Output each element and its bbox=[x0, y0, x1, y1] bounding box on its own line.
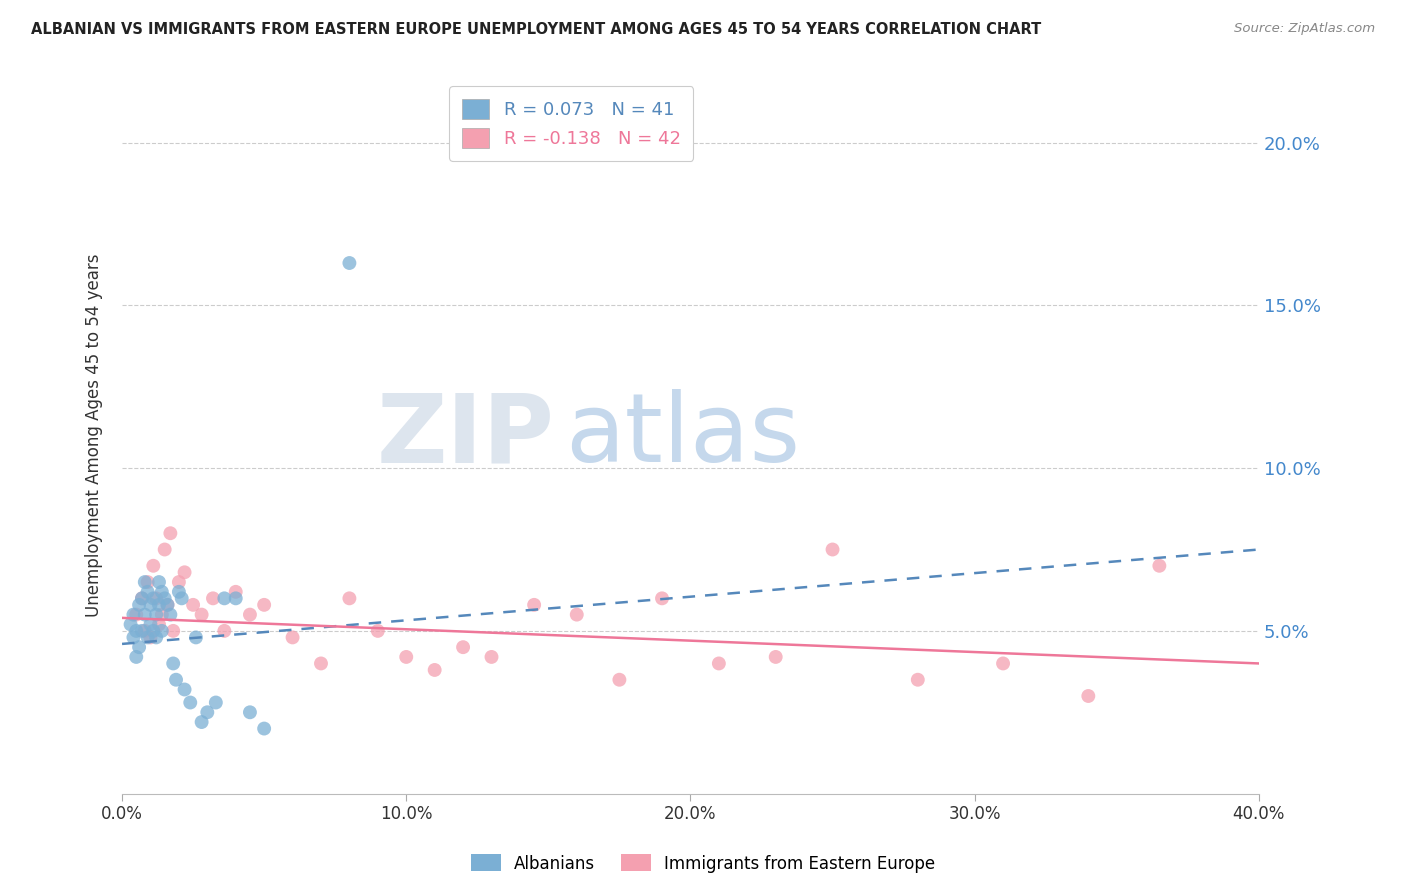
Point bbox=[139, 631, 162, 645]
Point bbox=[139, 598, 162, 612]
Point bbox=[153, 542, 176, 557]
Point bbox=[122, 607, 145, 622]
Point bbox=[120, 617, 142, 632]
Point bbox=[195, 706, 218, 720]
Point bbox=[339, 256, 361, 270]
Point bbox=[179, 696, 201, 710]
Point bbox=[131, 591, 153, 606]
Point bbox=[253, 598, 276, 612]
Text: ZIP: ZIP bbox=[377, 389, 554, 482]
Point bbox=[131, 624, 153, 638]
Legend: R = 0.073   N = 41, R = -0.138   N = 42: R = 0.073 N = 41, R = -0.138 N = 42 bbox=[450, 87, 693, 161]
Point bbox=[125, 607, 148, 622]
Point bbox=[159, 607, 181, 622]
Point bbox=[162, 657, 184, 671]
Point bbox=[395, 649, 418, 664]
Point bbox=[651, 591, 673, 606]
Point bbox=[239, 607, 262, 622]
Point bbox=[201, 591, 224, 606]
Point bbox=[156, 598, 179, 612]
Point bbox=[765, 649, 787, 664]
Point bbox=[173, 682, 195, 697]
Point bbox=[423, 663, 446, 677]
Point bbox=[907, 673, 929, 687]
Point bbox=[136, 584, 159, 599]
Point bbox=[481, 649, 503, 664]
Point bbox=[145, 591, 167, 606]
Point bbox=[153, 591, 176, 606]
Point bbox=[125, 624, 148, 638]
Point bbox=[167, 575, 190, 590]
Point bbox=[190, 714, 212, 729]
Point bbox=[225, 591, 247, 606]
Point bbox=[165, 673, 187, 687]
Point bbox=[131, 591, 153, 606]
Point bbox=[134, 575, 156, 590]
Point bbox=[239, 706, 262, 720]
Point bbox=[281, 631, 304, 645]
Point bbox=[142, 558, 165, 573]
Point bbox=[145, 631, 167, 645]
Point bbox=[162, 624, 184, 638]
Point bbox=[190, 607, 212, 622]
Point bbox=[181, 598, 204, 612]
Point bbox=[139, 617, 162, 632]
Point bbox=[609, 673, 631, 687]
Point bbox=[339, 591, 361, 606]
Point bbox=[184, 631, 207, 645]
Point bbox=[214, 624, 236, 638]
Point bbox=[167, 584, 190, 599]
Point bbox=[253, 722, 276, 736]
Point bbox=[225, 584, 247, 599]
Text: Source: ZipAtlas.com: Source: ZipAtlas.com bbox=[1234, 22, 1375, 36]
Legend: Albanians, Immigrants from Eastern Europe: Albanians, Immigrants from Eastern Europ… bbox=[464, 847, 942, 880]
Text: ALBANIAN VS IMMIGRANTS FROM EASTERN EUROPE UNEMPLOYMENT AMONG AGES 45 TO 54 YEAR: ALBANIAN VS IMMIGRANTS FROM EASTERN EURO… bbox=[31, 22, 1042, 37]
Point bbox=[150, 584, 173, 599]
Point bbox=[523, 598, 546, 612]
Point bbox=[150, 624, 173, 638]
Point bbox=[136, 631, 159, 645]
Point bbox=[134, 624, 156, 638]
Point bbox=[128, 598, 150, 612]
Point bbox=[565, 607, 588, 622]
Point bbox=[148, 575, 170, 590]
Point bbox=[173, 566, 195, 580]
Point bbox=[122, 631, 145, 645]
Point bbox=[136, 575, 159, 590]
Point bbox=[707, 657, 730, 671]
Point bbox=[125, 649, 148, 664]
Point bbox=[128, 640, 150, 655]
Point bbox=[150, 607, 173, 622]
Point bbox=[148, 617, 170, 632]
Point bbox=[142, 591, 165, 606]
Point bbox=[142, 624, 165, 638]
Point bbox=[148, 598, 170, 612]
Point bbox=[170, 591, 193, 606]
Point bbox=[214, 591, 236, 606]
Point bbox=[134, 607, 156, 622]
Text: atlas: atlas bbox=[565, 389, 800, 482]
Point bbox=[159, 526, 181, 541]
Y-axis label: Unemployment Among Ages 45 to 54 years: Unemployment Among Ages 45 to 54 years bbox=[86, 254, 103, 617]
Point bbox=[367, 624, 389, 638]
Point bbox=[991, 657, 1014, 671]
Point bbox=[1149, 558, 1171, 573]
Point bbox=[205, 696, 228, 710]
Point bbox=[1077, 689, 1099, 703]
Point bbox=[309, 657, 332, 671]
Point bbox=[156, 598, 179, 612]
Point bbox=[451, 640, 474, 655]
Point bbox=[821, 542, 844, 557]
Point bbox=[145, 607, 167, 622]
